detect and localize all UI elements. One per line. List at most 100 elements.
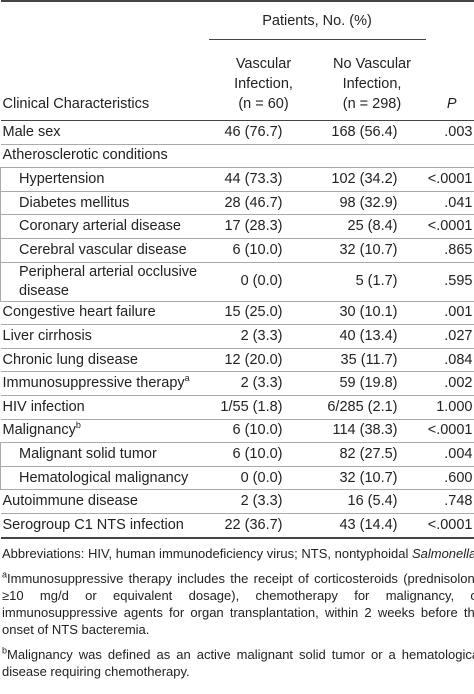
footnote-marker: b — [2, 645, 8, 656]
row-label: Malignancyb — [1, 419, 209, 443]
table-row: Autoimmune disease 2 (3.3) 16 (5.4) .748 — [0, 490, 474, 514]
table-cell: 98 (32.9) — [339, 194, 398, 211]
table-cell: .003 — [444, 123, 473, 140]
footnote-marker: a — [184, 373, 190, 384]
label-text: Peripheral arterial occlusive disease — [19, 263, 198, 299]
table-cell: 6 (10.0) — [232, 241, 283, 258]
footnote-marker: a — [2, 569, 8, 580]
table-cell: <.0001 — [427, 170, 473, 187]
header-row: Patients, No. (%) — [0, 1, 474, 40]
table-cell: 16 (5.4) — [347, 493, 398, 510]
table-cell: .084 — [444, 351, 473, 368]
header-text: Clinical Characteristics — [2, 96, 150, 112]
label-text: Liver cirrhosis — [2, 327, 92, 344]
table-cell: 15 (25.0) — [224, 304, 283, 321]
table-cell: 82 (27.5) — [339, 445, 398, 462]
row-label: Malignant solid tumor — [0, 442, 209, 467]
row-label: Coronary arterial disease — [0, 214, 209, 239]
column-header-row: Clinical Characteristics Vascular Infectio… — [0, 40, 474, 121]
row-label: Hypertension — [0, 167, 209, 192]
table-cell: 43 (14.4) — [339, 516, 398, 533]
table-cell: 102 (34.2) — [331, 170, 398, 187]
table-cell: 22 (36.7) — [224, 516, 283, 533]
table-body: Male sex 46 (76.7) 168 (56.4) .003 Atheroscl… — [0, 121, 474, 538]
table-cell: 114 (38.3) — [332, 422, 398, 439]
table-cell: 32 (10.7) — [339, 469, 398, 486]
abbreviations: Abbreviations: HIV, human immunodeficien… — [2, 545, 474, 562]
header-text: Infection, — [342, 76, 402, 92]
column-header: Vascular Infection, (n = 60) — [209, 40, 319, 121]
table-cell: <.0001 — [427, 516, 473, 533]
row-label: Liver cirrhosis — [1, 325, 209, 349]
table-row: Chronic lung disease 12 (20.0) 35 (11.7) .0… — [0, 348, 474, 372]
table-row: Male sex 46 (76.7) 168 (56.4) .003 — [0, 121, 474, 145]
table-cell: 2 (3.3) — [240, 493, 283, 510]
table-cell: 35 (11.7) — [340, 351, 398, 368]
header-text: Infection, — [234, 76, 293, 92]
table-cell: 0 (0.0) — [240, 469, 283, 486]
table-row: Peripheral arterial occlusive disease 0 (… — [0, 262, 474, 302]
table-cell: .004 — [444, 445, 473, 462]
row-label: Male sex — [1, 121, 209, 145]
table-row: Congestive heart failure 15 (25.0) 30 (10.… — [0, 301, 474, 325]
row-label: Hematological malignancy — [0, 466, 209, 490]
row-label: Congestive heart failure — [1, 301, 209, 325]
group-title: Patients, No. (%) — [208, 1, 426, 40]
label-text: Autoimmune disease — [2, 493, 138, 510]
table-cell: 30 (10.1) — [339, 304, 398, 321]
row-label: Diabetes mellitus — [0, 191, 209, 215]
table-cell: 46 (76.7) — [224, 123, 283, 140]
column-header: P — [426, 40, 474, 121]
table-row: Malignancyb 6 (10.0) 114 (38.3) <.0001 — [0, 419, 474, 443]
label-text: Congestive heart failure — [2, 304, 156, 321]
table-cell: 1.000 — [436, 398, 473, 415]
label-text: Male sex — [2, 123, 61, 140]
table-cell: 1/55 (1.8) — [220, 398, 283, 415]
table-row: Hematological malignancy 0 (0.0) 32 (10.7)… — [0, 466, 474, 490]
header-text: No Vascular — [333, 56, 411, 72]
row-label: Immunosuppressive therapya — [1, 372, 209, 396]
table-cell: .865 — [444, 241, 473, 258]
table-cell: 25 (8.4) — [347, 218, 398, 235]
label-text: Malignancy — [2, 422, 76, 439]
table-cell: 12 (20.0) — [224, 351, 283, 368]
table-cell: 59 (19.8) — [339, 375, 398, 392]
table: Patients, No. (%) Clinical Characteristi… — [0, 1, 474, 538]
table-cell: 32 (10.7) — [339, 241, 398, 258]
row-label: Cerebral vascular disease — [0, 238, 209, 263]
row-label: Atherosclerotic conditions — [1, 144, 474, 168]
label-text: Chronic lung disease — [2, 351, 138, 368]
table-cell: <.0001 — [427, 218, 473, 235]
row-label: Peripheral arterial occlusive disease — [0, 262, 209, 302]
table-cell: .002 — [444, 375, 473, 392]
header-text: (n = 60) — [238, 96, 289, 112]
table-row: Immunosuppressive therapya 2 (3.3) 59 (19.… — [0, 372, 474, 396]
table-cell: 44 (73.3) — [224, 170, 283, 187]
table-cell: 17 (28.3) — [224, 218, 283, 235]
footnote-text: Malignancy was defined as an active mali… — [2, 647, 474, 679]
table-row: Atherosclerotic conditions — [0, 144, 474, 168]
table-cell: 6 (10.0) — [232, 445, 283, 462]
table-cell: .600 — [444, 469, 473, 486]
table-row: Hypertension 44 (73.3) 102 (34.2) <.0001 — [0, 167, 474, 192]
table-cell: 2 (3.3) — [240, 327, 283, 344]
table-cell: 5 (1.7) — [355, 273, 398, 290]
table-cell: 6 (10.0) — [232, 422, 283, 439]
label-text: Coronary arterial disease — [19, 218, 181, 235]
table-row: Diabetes mellitus 28 (46.7) 98 (32.9) .041 — [0, 191, 474, 215]
table-row: Liver cirrhosis 2 (3.3) 40 (13.4) .027 — [0, 325, 474, 349]
table-row: Malignant solid tumor 6 (10.0) 82 (27.5) .0… — [0, 442, 474, 467]
footnote-text: Immunosuppressive therapy includes the r… — [2, 571, 474, 637]
column-header: Clinical Characteristics — [1, 40, 209, 121]
label-text: Hematological malignancy — [19, 469, 189, 486]
label-text: Serogroup C1 NTS infection — [2, 516, 184, 533]
label-text: Immunosuppressive therapy — [2, 375, 185, 392]
row-label: Autoimmune disease — [1, 490, 209, 514]
table-row: Serogroup C1 NTS infection 22 (36.7) 43 (1… — [0, 513, 474, 538]
footnote: aImmunosuppressive therapy includes the … — [2, 570, 474, 638]
table-cell: 2 (3.3) — [240, 375, 283, 392]
row-label: Chronic lung disease — [1, 348, 209, 372]
label-text: Atherosclerotic conditions — [2, 147, 168, 164]
label-text: Cerebral vascular disease — [19, 241, 187, 258]
